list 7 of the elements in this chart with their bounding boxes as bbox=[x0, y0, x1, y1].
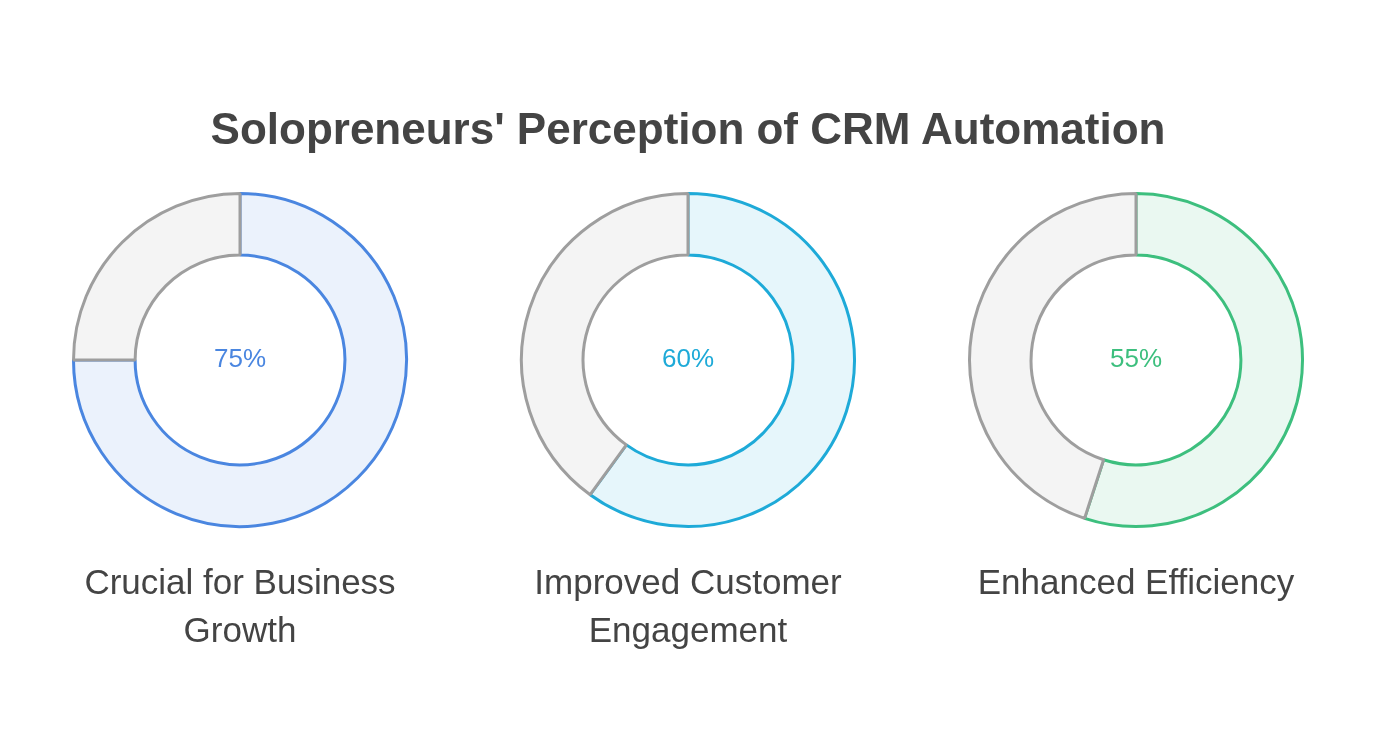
text: Improved Customer Engagement bbox=[533, 561, 843, 651]
data-label: 75% bbox=[213, 343, 267, 374]
data-label: 60% bbox=[661, 343, 715, 374]
text: Crucial for Business Growth bbox=[83, 561, 397, 651]
text: Enhanced Efficiency bbox=[976, 561, 1296, 603]
data-label: 55% bbox=[1109, 343, 1163, 374]
text: Solopreneurs' Perception of CRM Automation bbox=[209, 104, 1167, 154]
